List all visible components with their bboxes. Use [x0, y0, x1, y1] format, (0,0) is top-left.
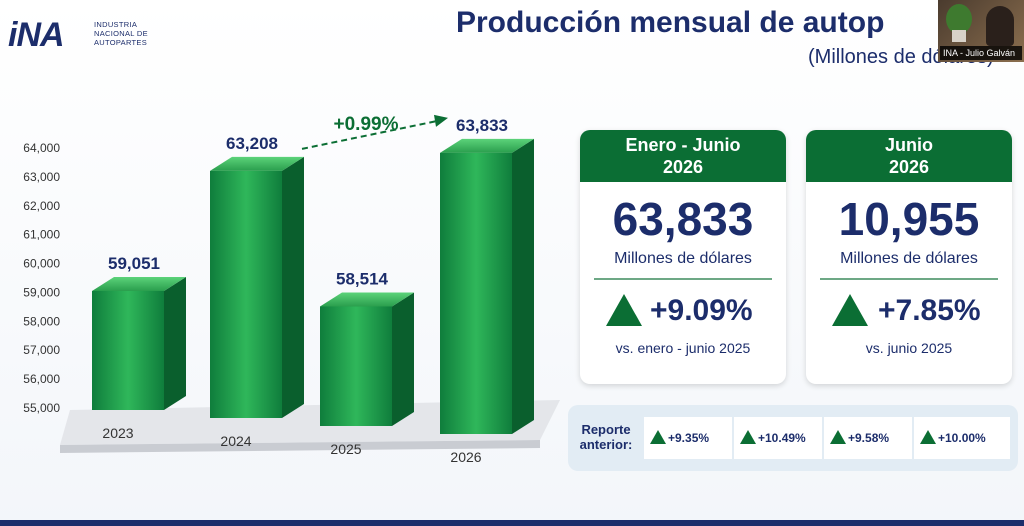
- report-label: Reporte anterior:: [568, 422, 644, 452]
- ina-logo: iNA INDUSTRIA NACIONAL DE AUTOPARTES: [8, 14, 168, 54]
- person-silhouette-icon: [986, 6, 1014, 46]
- report-item-value: +9.35%: [668, 431, 710, 445]
- bar-value-label: 59,051: [108, 254, 160, 273]
- bottom-bar: [0, 520, 1024, 526]
- triangle-up-icon: [606, 294, 642, 326]
- logo-text: INDUSTRIA NACIONAL DE AUTOPARTES: [94, 20, 148, 47]
- triangle-up-icon: [832, 294, 868, 326]
- triangle-up-icon: [650, 430, 666, 444]
- page-title: Producción mensual de autop: [456, 6, 885, 39]
- card-june: Junio 2026 10,955 Millones de dólares +7…: [806, 130, 1012, 384]
- report-item: +9.58%: [824, 417, 912, 459]
- report-item-value: +9.58%: [848, 431, 890, 445]
- logo-line: AUTOPARTES: [94, 38, 148, 47]
- webcam-name-label: INA - Julio Galván: [940, 46, 1022, 60]
- pot-icon: [952, 30, 966, 42]
- card-value: 63,833: [612, 193, 754, 245]
- logo-line: INDUSTRIA: [94, 20, 138, 29]
- bar-value-label: 63,208: [226, 134, 278, 153]
- report-label-line1: Reporte: [581, 422, 631, 437]
- report-item-value: +10.00%: [938, 431, 986, 445]
- card-vs: vs. junio 2025: [865, 340, 953, 356]
- webcam-thumbnail[interactable]: INA - Julio Galván: [938, 0, 1024, 62]
- growth-arrow-line: [301, 119, 439, 150]
- card-value: 10,955: [838, 193, 980, 245]
- card-divider: [820, 278, 998, 280]
- card-unit: Millones de dólares: [840, 250, 978, 267]
- report-item: +10.00%: [914, 417, 1010, 459]
- bar-value-label: 58,514: [336, 269, 389, 288]
- card-unit: Millones de dólares: [614, 250, 752, 267]
- card-header-line2: 2026: [888, 157, 930, 177]
- bar: [320, 306, 392, 426]
- y-tick-label: 57,000: [23, 343, 60, 357]
- chart-svg: 55,000 56,000 57,000 58,000 59,000 60,000 61,0…: [23, 114, 560, 465]
- card-divider: [594, 278, 772, 280]
- bar: [92, 290, 164, 410]
- report-item-value: +10.49%: [758, 431, 806, 445]
- bar-side: [392, 292, 414, 426]
- triangle-up-icon: [740, 430, 756, 444]
- bar: [210, 170, 282, 418]
- production-bar-chart: 55,000 56,000 57,000 58,000 59,000 60,000 61,0…: [0, 80, 570, 520]
- bar-top: [440, 138, 534, 153]
- y-tick-label: 58,000: [23, 314, 60, 328]
- triangle-up-icon: [920, 430, 936, 444]
- bar-top: [92, 276, 186, 291]
- chart-floor-edge: [60, 440, 540, 453]
- x-tick-label: 2025: [330, 441, 361, 457]
- y-tick-label: 60,000: [23, 257, 60, 271]
- previous-report-strip: Reporte anterior: +9.35% +10.49% +9.58% …: [568, 405, 1018, 471]
- card-pct: +7.85%: [878, 294, 981, 327]
- triangle-up-icon: [830, 430, 846, 444]
- card-header: Enero - Junio 2026: [580, 130, 786, 182]
- arrow-head-icon: [434, 114, 448, 127]
- plant-icon: [946, 4, 972, 34]
- report-item: +10.49%: [734, 417, 822, 459]
- report-label-line2: anterior:: [579, 437, 633, 452]
- report-item: +9.35%: [644, 417, 732, 459]
- x-tick-label: 2026: [450, 449, 481, 465]
- card-header: Junio 2026: [806, 130, 1012, 182]
- x-tick-label: 2023: [102, 425, 133, 441]
- card-header-line1: Enero - Junio: [625, 135, 741, 155]
- card-vs: vs. enero - junio 2025: [615, 340, 751, 356]
- y-tick-label: 64,000: [23, 141, 60, 155]
- y-tick-label: 61,000: [23, 228, 60, 242]
- card-header-line1: Junio: [885, 135, 933, 155]
- card-jan-jun: Enero - Junio 2026 63,833 Millones de dó…: [580, 130, 786, 384]
- card-pct: +9.09%: [650, 294, 753, 327]
- logo-mark: iNA: [8, 16, 65, 54]
- chart-floor: [60, 400, 560, 445]
- x-tick-label: 2024: [220, 433, 251, 449]
- y-tick-label: 59,000: [23, 285, 60, 299]
- logo-line: NACIONAL DE: [94, 29, 148, 38]
- bar-side: [282, 156, 304, 418]
- y-tick-label: 62,000: [23, 199, 60, 213]
- bar-top: [210, 156, 304, 171]
- bar-value-label: 63,833: [456, 116, 508, 135]
- bar: [440, 152, 512, 434]
- y-tick-label: 55,000: [23, 401, 60, 415]
- bar-side: [512, 138, 534, 434]
- bar-side: [164, 276, 186, 410]
- growth-annotation: +0.99%: [334, 114, 399, 135]
- y-tick-label: 63,000: [23, 170, 60, 184]
- y-tick-label: 56,000: [23, 372, 60, 386]
- card-header-line2: 2026: [662, 157, 704, 177]
- bar-top: [320, 292, 414, 307]
